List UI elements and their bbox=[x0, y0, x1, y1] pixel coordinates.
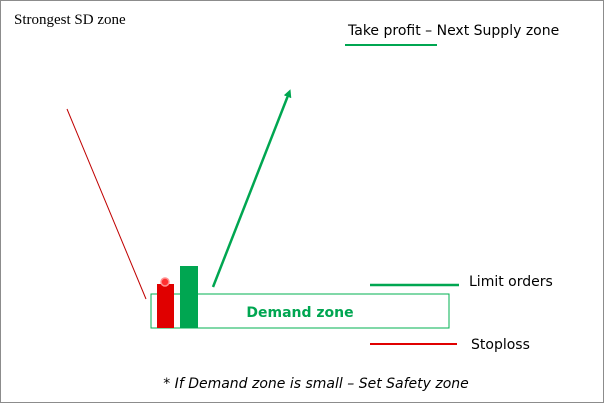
diagram-title: Strongest SD zone bbox=[14, 12, 126, 28]
price-rise-arrow bbox=[211, 89, 292, 288]
green-candle bbox=[180, 266, 198, 328]
limit-orders-label: Limit orders bbox=[469, 274, 553, 290]
demand-zone-label: Demand zone bbox=[246, 305, 353, 321]
take-profit-label: Take profit – Next Supply zone bbox=[347, 23, 559, 39]
red-candle bbox=[157, 284, 174, 328]
price-decline-line bbox=[66, 108, 147, 300]
footnote: * If Demand zone is small – Set Safety z… bbox=[163, 376, 469, 392]
demand-zone-box bbox=[150, 293, 450, 329]
stoploss-label: Stoploss bbox=[471, 337, 530, 353]
candle-highlight-dot bbox=[160, 277, 170, 287]
